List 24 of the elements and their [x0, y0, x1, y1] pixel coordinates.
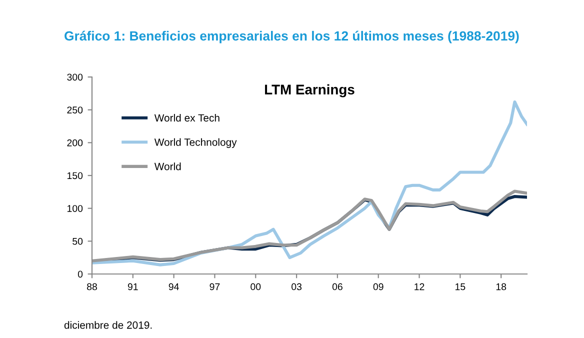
x-tick-label: 88: [87, 283, 97, 290]
x-tick-label: 97: [210, 283, 220, 290]
y-tick-label: 200: [67, 139, 83, 146]
x-tick-label: 03: [292, 283, 302, 290]
y-tick-label: 100: [67, 205, 83, 212]
x-tick-label: 94: [168, 283, 179, 290]
y-tick-label: 300: [67, 74, 83, 81]
legend-label: World: [154, 162, 181, 170]
y-tick-label: 0: [78, 270, 83, 278]
x-tick-label: 15: [456, 283, 466, 290]
text: diciembre de 2019.: [64, 321, 152, 329]
y-tick-label: 250: [67, 106, 83, 114]
y-tick-label: 150: [67, 172, 83, 180]
chart-subtitle: LTM Earnings: [265, 84, 354, 98]
x-tick-label: 12: [414, 283, 424, 290]
x-tick-label: 06: [332, 283, 342, 290]
y-tick-label: 50: [72, 238, 83, 245]
x-tick-label: 09: [373, 283, 384, 290]
legend-label: World Technology: [154, 138, 237, 148]
legend-label: World ex Tech: [154, 114, 220, 122]
x-tick-label: 91: [128, 283, 138, 290]
chart-title: Gráfico 1: Beneficios empresariales en los 12 últimos meses (1988-2019): [64, 30, 519, 44]
x-tick-label: 18: [496, 283, 506, 290]
x-tick-label: 00: [250, 283, 261, 290]
